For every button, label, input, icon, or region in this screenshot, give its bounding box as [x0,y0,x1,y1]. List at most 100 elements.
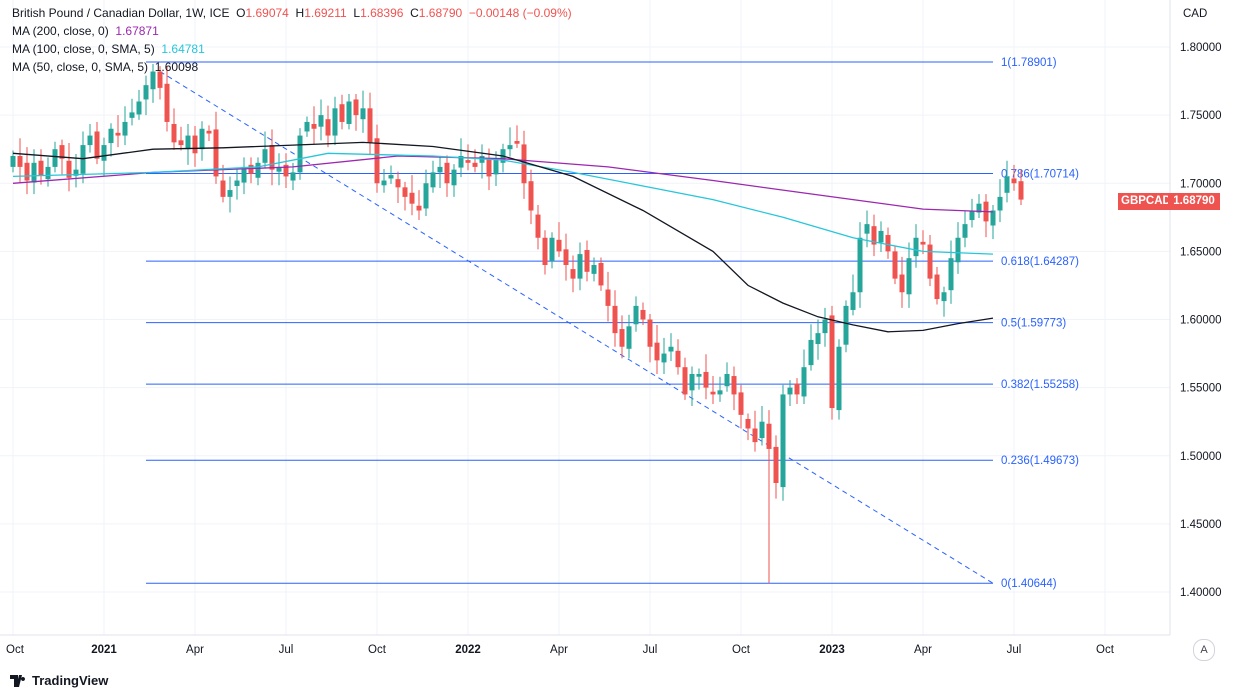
tradingview-brand: TradingView [32,673,109,688]
candle-body [206,130,212,134]
candle-body [444,162,450,184]
candle-body [486,158,492,177]
legend-ma100[interactable]: MA (100, close, 0, SMA, 5) 1.64781 [12,42,205,56]
candle-body [199,128,205,150]
tradingview-logo[interactable]: TradingView [10,673,108,688]
candle-body [731,376,737,395]
candle-body [346,101,352,124]
candle-body [136,101,142,115]
candle-body [703,371,709,388]
y-tick-label: 1.60000 [1180,315,1222,327]
candle-body [780,394,786,488]
candle-body [94,131,100,159]
last-price-tag: GBPCAD [1118,193,1174,210]
candle-body [31,162,37,183]
candle-body [549,237,555,261]
candle-body [24,162,30,181]
candle-body [185,135,191,150]
candle-body [843,305,849,345]
legend-ma200[interactable]: MA (200, close, 0) 1.67871 [12,24,159,38]
candle-body [696,374,702,377]
x-tick-label: Jul [1007,644,1022,656]
candle-body [227,190,233,197]
candle-body [38,160,44,176]
candle-body [311,123,317,129]
y-tick-label: 1.65000 [1180,246,1222,258]
candle-body [850,292,856,310]
candle-body [122,121,128,136]
fib-level-label: 0.5(1.59773) [1001,318,1066,330]
candle-body [87,135,93,146]
candle-body [710,391,716,395]
candle-body [682,367,688,395]
candle-body [934,274,940,300]
candle-body [675,350,681,368]
candle-body [962,224,968,238]
candle-body [647,319,653,347]
candle-body [493,158,499,175]
candle-body [752,428,758,443]
candle-body [178,140,184,146]
candle-body [563,249,569,265]
candle-body [297,135,303,173]
candle-body [283,164,289,177]
auto-scale-button[interactable]: A [1193,639,1215,661]
candle-body [1004,176,1010,193]
candle-body [45,166,51,180]
x-tick-label: 2022 [455,644,481,656]
candle-body [822,319,828,334]
candle-body [1018,181,1024,200]
candle-body [556,239,562,252]
fib-level-label: 0.618(1.64287) [1001,256,1079,268]
candle-body [108,128,114,144]
candle-body [430,172,436,188]
ma-line [12,155,994,213]
candle-body [59,145,65,159]
candle-body [115,132,121,136]
candle-body [437,166,443,173]
legend-ma50-value: 1.60098 [154,60,199,74]
legend-close: 1.68790 [418,6,463,20]
candle-body [234,180,240,186]
candle-body [276,166,282,172]
x-axis: Oct 2021 Apr Jul Oct 2022 Apr Jul Oct 2023 Apr Jul O… [6,644,1115,656]
candle-body [318,115,324,127]
candle-body [892,251,898,279]
candle-body [66,160,72,178]
x-tick-label: Jul [279,644,294,656]
candle-body [465,160,471,163]
y-tick-label: 1.45000 [1180,519,1222,531]
x-tick-label: Oct [368,644,387,656]
grid-lines [0,0,1171,636]
ma-line [12,152,994,255]
candle-body [577,254,583,279]
legend-ma200-value: 1.67871 [115,24,159,38]
candle-body [290,172,296,181]
y-tick-label: 1.80000 [1180,42,1222,54]
candle-body [808,339,814,366]
legend-ma50[interactable]: MA (50, close, 0, SMA, 5) 1.60098 [12,60,199,74]
candle-body [899,274,905,293]
candle-body [507,145,513,150]
candle-body [388,175,394,179]
x-tick-label: Oct [1096,644,1115,656]
candle-body [80,145,86,174]
candle-body [787,387,793,395]
candle-body [367,108,373,143]
last-price-value: 1.68790 [1168,193,1220,210]
y-tick-label: 1.50000 [1180,451,1222,463]
candle-body [668,346,674,352]
fib-level-label: 0(1.40644) [1001,578,1057,590]
candle-body [157,71,163,88]
candle-body [451,169,457,186]
candle-body [794,383,800,395]
candle-body [885,235,891,252]
tradingview-logo-icon [10,674,26,687]
candles [10,64,1024,584]
candle-body [374,138,380,184]
candle-body [836,346,842,411]
candle-body [402,187,408,197]
candle-body [654,342,660,361]
candle-body [773,446,779,483]
